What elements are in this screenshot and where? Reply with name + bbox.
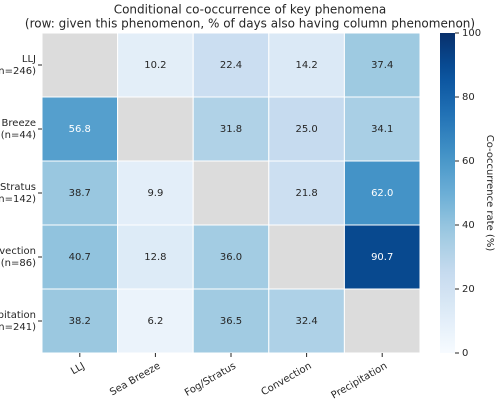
colorbar-tick-label: 80 (462, 92, 475, 103)
cell-label: 40.7 (69, 252, 91, 263)
colorbar (440, 33, 455, 353)
cell-label: 22.4 (220, 60, 242, 71)
colorbar-tick-label: 100 (462, 28, 481, 39)
colorbar-tick-label: 60 (462, 156, 475, 167)
cell-label: 25.0 (295, 124, 317, 135)
empty-cell (268, 224, 345, 290)
cell (117, 32, 194, 98)
colorbar-label: Co-occurrence rate (%) (484, 135, 495, 252)
cell (117, 288, 194, 354)
cell (343, 96, 421, 162)
y-tick-label: (n=241) (0, 322, 36, 333)
cell-label: 38.7 (69, 188, 91, 199)
cell-label: 34.1 (371, 124, 393, 135)
x-tick-label: Convection (259, 361, 313, 399)
cell (192, 32, 270, 98)
cell (343, 224, 421, 290)
y-tick-label: (n=44) (1, 130, 36, 141)
colorbar-tick-label: 40 (462, 220, 475, 231)
x-tick-label: Sea Breeze (108, 361, 162, 399)
cell-label: 31.8 (220, 124, 242, 135)
cell (117, 160, 194, 226)
y-tick-label: Fog/Stratus (0, 182, 36, 193)
y-tick-label: (n=246) (0, 66, 36, 77)
y-tick-label: Sea Breeze (0, 118, 36, 129)
y-tick-label: Convection (0, 246, 36, 257)
empty-cell (343, 288, 421, 354)
cell-label: 32.4 (295, 316, 317, 327)
cell-label: 36.5 (220, 316, 242, 327)
cell (117, 224, 194, 290)
cell-label: 14.2 (295, 60, 317, 71)
cell-label: 38.2 (69, 316, 91, 327)
cell (192, 96, 270, 162)
x-tick-label: LLJ (69, 361, 87, 378)
y-tick-label: LLJ (22, 54, 36, 65)
y-tick-label: (n=86) (1, 258, 36, 269)
cell-label: 9.9 (147, 188, 163, 199)
y-tick-label: Precipitation (0, 310, 36, 321)
cell-label: 90.7 (371, 252, 393, 263)
chart-title: Conditional co-occurrence of key phenome… (114, 3, 387, 17)
cell (268, 288, 345, 354)
cell (343, 160, 421, 226)
cell-label: 21.8 (295, 188, 317, 199)
x-tick-label: Precipitation (330, 361, 390, 402)
y-tick-label: (n=142) (0, 194, 36, 205)
empty-cell (192, 160, 270, 226)
cell-label: 37.4 (371, 60, 393, 71)
cell (192, 288, 270, 354)
empty-cell (117, 96, 194, 162)
cell (268, 32, 345, 98)
cell-label: 62.0 (371, 188, 393, 199)
cell-label: 12.8 (144, 252, 166, 263)
colorbar-tick-label: 20 (462, 284, 475, 295)
x-tick-label: Fog/Stratus (183, 361, 238, 399)
cell-label: 6.2 (147, 316, 163, 327)
chart-subtitle: (row: given this phenomenon, % of days a… (25, 17, 475, 31)
cell-label: 36.0 (220, 252, 242, 263)
empty-cell (41, 32, 119, 98)
cell (343, 32, 421, 98)
cell-label: 56.8 (69, 124, 91, 135)
colorbar-tick-label: 0 (462, 348, 468, 359)
cell-label: 10.2 (144, 60, 166, 71)
